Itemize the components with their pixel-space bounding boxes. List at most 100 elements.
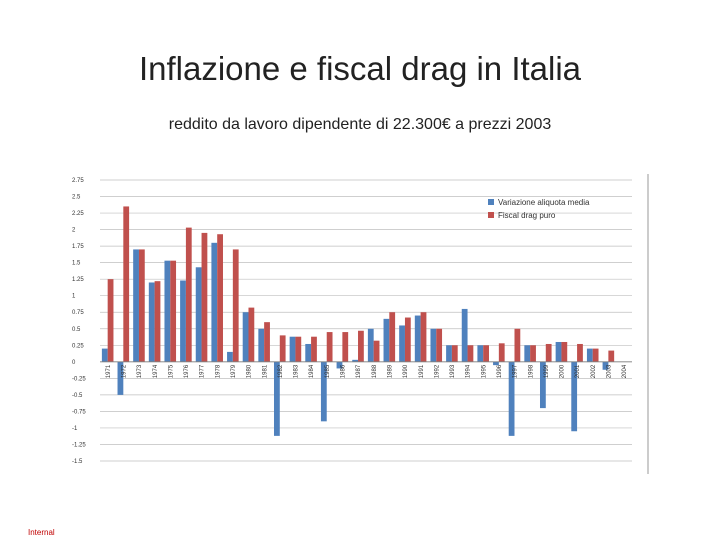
bar-fiscal-drag bbox=[201, 232, 208, 362]
y-tick-label: 0.75 bbox=[72, 310, 84, 316]
bar-fiscal-drag bbox=[311, 336, 317, 362]
x-tick-label: 2003 bbox=[607, 364, 613, 378]
bar-variazione bbox=[164, 260, 171, 362]
x-tick-label: 2000 bbox=[560, 364, 566, 378]
bar-variazione bbox=[148, 282, 155, 362]
y-tick-label: 1.75 bbox=[72, 244, 84, 250]
x-tick-label: 1972 bbox=[121, 364, 127, 378]
y-tick-label: 2.75 bbox=[72, 178, 84, 184]
y-tick-label: 0.5 bbox=[72, 327, 81, 333]
bar-variazione bbox=[180, 280, 186, 362]
x-tick-label: 1991 bbox=[419, 364, 425, 378]
bar-variazione bbox=[477, 345, 484, 362]
x-tick-label: 1971 bbox=[106, 364, 112, 378]
x-tick-label: 1987 bbox=[356, 364, 362, 378]
bar-variazione bbox=[493, 361, 499, 366]
bar-fiscal-drag bbox=[217, 234, 223, 362]
bar-fiscal-drag bbox=[498, 343, 505, 362]
bar-variazione bbox=[383, 318, 390, 362]
bar-fiscal-drag bbox=[373, 340, 380, 362]
legend-entry: Variazione aliquota media bbox=[498, 198, 590, 207]
x-tick-label: 1980 bbox=[247, 364, 253, 378]
bar-variazione bbox=[461, 308, 468, 362]
x-tick-label: 1978 bbox=[215, 364, 221, 378]
x-tick-label: 1976 bbox=[184, 364, 190, 378]
legend-swatch bbox=[488, 199, 494, 205]
bar-variazione bbox=[555, 341, 562, 362]
x-tick-label: 1982 bbox=[278, 364, 284, 378]
bar-fiscal-drag bbox=[138, 249, 145, 362]
bar-fiscal-drag bbox=[592, 348, 599, 362]
x-tick-label: 1975 bbox=[168, 364, 174, 378]
bar-fiscal-drag bbox=[530, 345, 536, 362]
bar-variazione bbox=[352, 359, 359, 362]
bar-fiscal-drag bbox=[154, 281, 161, 362]
x-tick-label: 1977 bbox=[200, 364, 206, 378]
bar-variazione bbox=[320, 361, 327, 422]
bar-variazione bbox=[117, 361, 124, 395]
y-tick-label: -1 bbox=[72, 426, 78, 432]
y-tick-label: -0.25 bbox=[72, 376, 86, 382]
y-tick-label: -1.5 bbox=[72, 459, 83, 465]
x-tick-label: 1993 bbox=[450, 364, 456, 378]
bar-variazione bbox=[305, 343, 312, 362]
bar-fiscal-drag bbox=[170, 260, 177, 362]
x-tick-label: 1996 bbox=[497, 364, 503, 378]
bar-fiscal-drag bbox=[420, 312, 427, 362]
bar-fiscal-drag bbox=[264, 322, 270, 362]
x-tick-label: 1986 bbox=[341, 364, 347, 378]
bar-variazione bbox=[242, 312, 249, 362]
bar-variazione bbox=[571, 361, 578, 432]
bar-variazione bbox=[367, 328, 374, 362]
x-tick-label: 1992 bbox=[434, 364, 440, 378]
x-tick-label: 1997 bbox=[513, 364, 519, 378]
bar-variazione bbox=[289, 336, 296, 362]
bar-fiscal-drag bbox=[389, 312, 396, 362]
slide-title: Inflazione e fiscal drag in Italia bbox=[138, 50, 582, 87]
y-tick-label: -1.25 bbox=[72, 442, 86, 448]
bar-fiscal-drag bbox=[577, 343, 583, 362]
bar-variazione bbox=[430, 328, 437, 362]
bar-fiscal-drag bbox=[483, 345, 489, 362]
x-tick-label: 2004 bbox=[622, 364, 628, 378]
x-tick-label: 1974 bbox=[153, 364, 159, 378]
x-tick-label: 1989 bbox=[387, 364, 393, 378]
y-tick-label: 2 bbox=[72, 228, 76, 234]
bar-variazione bbox=[586, 348, 593, 362]
bar-fiscal-drag bbox=[326, 332, 333, 362]
legend-entry: Fiscal drag puro bbox=[498, 211, 556, 220]
x-tick-label: 1985 bbox=[325, 364, 331, 378]
bar-fiscal-drag bbox=[342, 332, 349, 362]
bar-fiscal-drag bbox=[107, 279, 114, 362]
bar-fiscal-drag bbox=[248, 307, 255, 362]
bar-variazione bbox=[101, 348, 108, 362]
bar-variazione bbox=[539, 361, 546, 409]
x-tick-label: 1973 bbox=[137, 364, 143, 378]
x-tick-label: 2002 bbox=[591, 364, 597, 378]
bar-fiscal-drag bbox=[436, 328, 443, 362]
bar-fiscal-drag bbox=[608, 350, 615, 362]
bar-variazione bbox=[414, 315, 421, 362]
chart-area: 2.75 2.5 2.25 2 1.75 1.5 1.25 1 0.75 0.5 0.25 0 -0.2… bbox=[60, 168, 652, 476]
bar-variazione bbox=[258, 328, 265, 362]
x-tick-label: 1984 bbox=[309, 364, 315, 378]
bar-variazione bbox=[524, 345, 531, 362]
x-tick-label: 1981 bbox=[262, 364, 268, 378]
bar-fiscal-drag bbox=[123, 206, 130, 362]
bar-variazione bbox=[336, 361, 343, 369]
bar-variazione bbox=[227, 351, 233, 362]
x-tick-label: 1998 bbox=[528, 364, 534, 378]
slide-subtitle: reddito da lavoro dipendente di 22.300€ … bbox=[168, 116, 552, 133]
footer-label: Internal bbox=[28, 528, 55, 537]
bar-fiscal-drag bbox=[467, 345, 474, 362]
bar-fiscal-drag bbox=[451, 345, 458, 362]
legend-swatch bbox=[488, 212, 494, 218]
y-tick-label: 0.25 bbox=[72, 343, 84, 349]
y-tick-label: 2.5 bbox=[72, 195, 81, 201]
bar-fiscal-drag bbox=[404, 317, 411, 362]
y-tick-label: -0.75 bbox=[72, 409, 86, 415]
y-tick-label: 1.25 bbox=[72, 277, 84, 283]
bar-fiscal-drag bbox=[545, 343, 552, 362]
bar-variazione bbox=[195, 267, 202, 362]
bar-variazione bbox=[508, 361, 515, 436]
